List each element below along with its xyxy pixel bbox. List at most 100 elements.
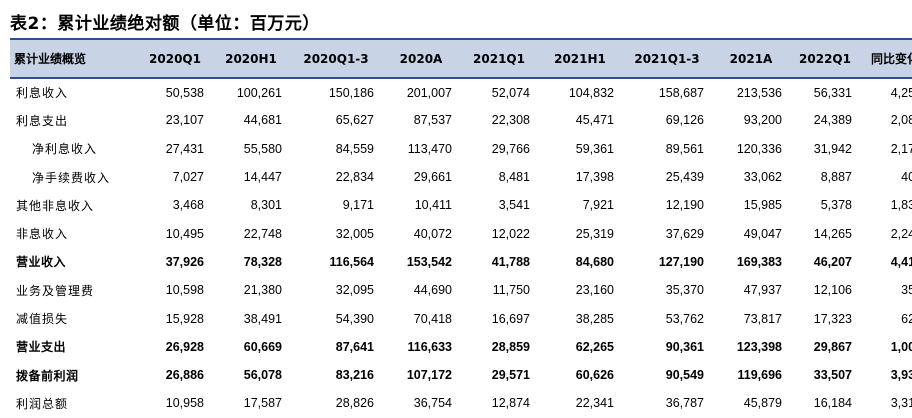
value-cell: 84,680	[575, 254, 614, 269]
value-cell: 26,886	[165, 368, 204, 383]
value-cell: 36,787	[665, 396, 704, 411]
value-cell: 56,078	[243, 368, 282, 383]
value-cell: 45,879	[743, 396, 782, 411]
value-cell: 153,542	[406, 254, 452, 269]
value-cell: 158,687	[658, 85, 704, 100]
value-cell: 104,832	[568, 85, 614, 100]
value-cell: 12,190	[665, 198, 704, 213]
value-cell: 87,641	[335, 339, 374, 354]
row-label: 业务及管理费	[16, 283, 95, 298]
value-cell: 37,629	[665, 226, 704, 241]
value-cell: 26,928	[165, 339, 204, 354]
value-cell: 11,750	[492, 283, 530, 298]
value-cell: 3,310	[890, 396, 912, 411]
value-cell: 38,491	[243, 311, 282, 326]
value-cell: 17,323	[813, 311, 852, 326]
value-cell: 120,336	[736, 141, 782, 156]
header-label-cell: 累计业绩概览	[10, 38, 138, 79]
value-cell: 36,754	[413, 396, 452, 411]
value-cell: 29,661	[413, 170, 452, 185]
header-cell: 2021Q1-3	[622, 38, 712, 79]
value-cell: 40,072	[413, 226, 452, 241]
value-cell: 53,762	[665, 311, 704, 326]
value-cell: 22,308	[491, 113, 530, 128]
value-cell: 52,074	[491, 85, 530, 100]
table-row: 拨备前利润 26,886 56,078 83,216 107,172 29,571 60,6…	[10, 361, 912, 389]
value-cell: 60,669	[243, 339, 282, 354]
value-cell: 127,190	[658, 254, 704, 269]
value-cell: 4,419	[890, 254, 912, 269]
table-row: 净利息收入 27,431 55,580 84,559 113,470 29,766 59,3…	[10, 135, 912, 163]
value-cell: 2,243	[890, 226, 912, 241]
value-cell: 29,766	[491, 141, 530, 156]
value-cell: 28,826	[335, 396, 374, 411]
performance-table: 累计业绩概览 2020Q1 2020H1 2020Q1-3 2020A 2021Q1 202…	[10, 38, 912, 418]
value-cell: 17,398	[575, 170, 614, 185]
row-label: 拨备前利润	[16, 368, 79, 383]
value-cell: 123,398	[736, 339, 782, 354]
value-cell: 33,507	[813, 368, 852, 383]
value-cell: 24,389	[813, 113, 852, 128]
value-cell: 1,008	[890, 339, 912, 354]
value-cell: 89,561	[665, 141, 704, 156]
table-row: 利息收入 50,538 100,261 150,186 201,007 52,074 104…	[10, 78, 912, 106]
table-row: 业务及管理费 10,598 21,380 32,095 44,690 11,750 23,1…	[10, 276, 912, 304]
value-cell: 83,216	[335, 368, 374, 383]
value-cell: 10,598	[165, 283, 204, 298]
value-cell: 93,200	[743, 113, 782, 128]
value-cell: 44,681	[243, 113, 282, 128]
value-cell: 14,447	[243, 170, 282, 185]
row-label: 利润总额	[16, 396, 69, 411]
value-cell: 213,536	[736, 85, 782, 100]
value-cell: 3,468	[172, 198, 204, 213]
value-cell: 12,106	[813, 283, 852, 298]
value-cell: 23,160	[575, 283, 614, 298]
value-cell: 78,328	[243, 254, 282, 269]
row-label: 营业收入	[16, 255, 67, 270]
value-cell: 15,985	[743, 198, 782, 213]
value-cell: 356	[901, 283, 912, 298]
header-cell: 2021Q1	[460, 38, 538, 79]
value-cell: 8,301	[250, 198, 282, 213]
row-label: 净手续费收入	[32, 170, 111, 185]
value-cell: 27,431	[165, 141, 204, 156]
row-label: 利息收入	[16, 86, 69, 101]
value-cell: 626	[901, 311, 912, 326]
value-cell: 10,958	[165, 396, 204, 411]
header-cell: 2022Q1	[790, 38, 860, 79]
value-cell: 28,859	[491, 339, 530, 354]
value-cell: 16,184	[813, 396, 852, 411]
value-cell: 33,062	[743, 170, 782, 185]
value-cell: 69,126	[665, 113, 704, 128]
value-cell: 15,928	[165, 311, 204, 326]
value-cell: 2,081	[890, 113, 912, 128]
header-cell: 2021H1	[538, 38, 622, 79]
table-body: 利息收入 50,538 100,261 150,186 201,007 52,074 104…	[10, 78, 912, 418]
header-cell: 2020A	[382, 38, 460, 79]
table-row: 净手续费收入 7,027 14,447 22,834 29,661 8,481 17,398…	[10, 163, 912, 191]
header-cell: 2020Q1-3	[290, 38, 382, 79]
value-cell: 119,696	[737, 368, 783, 383]
value-cell: 14,265	[813, 226, 852, 241]
table-row: 利润总额 10,958 17,587 28,826 36,754 12,874 22,341…	[10, 389, 912, 417]
row-label: 利息支出	[16, 113, 69, 128]
value-cell: 9,171	[342, 198, 374, 213]
table-caption: 表2：累计业绩绝对额（单位：百万元）	[10, 14, 320, 34]
value-cell: 201,007	[406, 85, 452, 100]
header-cell: 同比变化	[860, 38, 912, 79]
value-cell: 406	[901, 170, 912, 185]
row-label: 净利息收入	[32, 142, 98, 157]
value-cell: 7,921	[582, 198, 614, 213]
value-cell: 3,936	[890, 368, 912, 383]
value-cell: 22,748	[243, 226, 282, 241]
value-cell: 4,257	[890, 85, 912, 100]
table-row: 营业收入 37,926 78,328 116,564 153,542 41,788 84,6…	[10, 248, 912, 276]
value-cell: 32,095	[335, 283, 374, 298]
value-cell: 90,361	[665, 339, 704, 354]
value-cell: 10,495	[165, 226, 204, 241]
header-cell: 2020H1	[212, 38, 290, 79]
value-cell: 90,549	[665, 368, 704, 383]
value-cell: 45,471	[575, 113, 614, 128]
value-cell: 113,470	[407, 141, 452, 156]
table-row: 其他非息收入 3,468 8,301 9,171 10,411 3,541 7,921 12,…	[10, 191, 912, 219]
